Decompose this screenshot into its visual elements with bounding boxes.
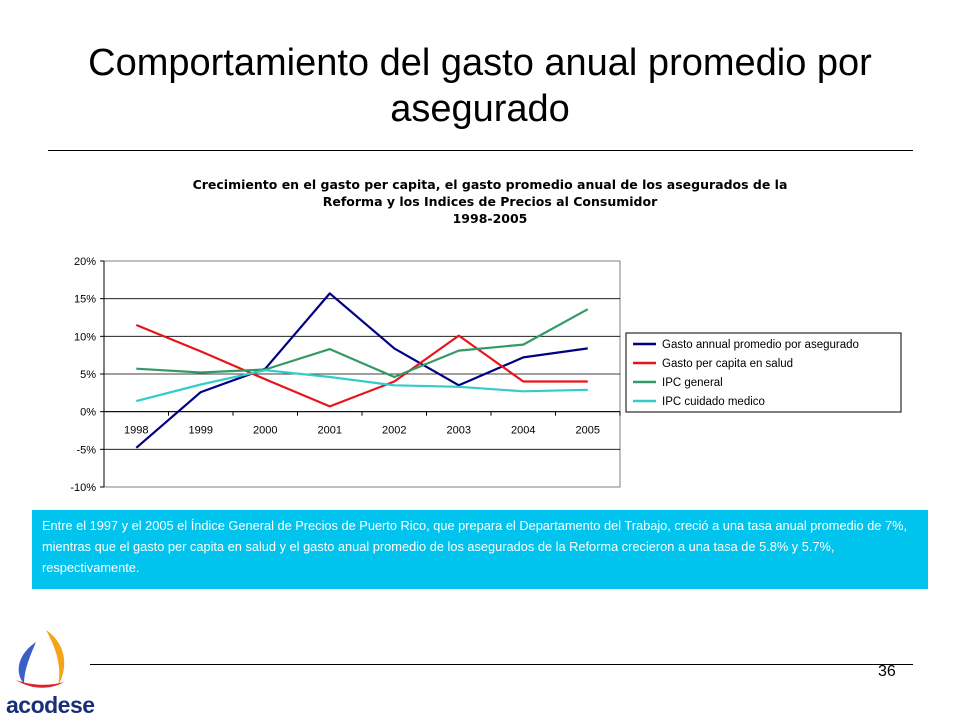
note-text: Entre el 1997 y el 2005 el Índice Genera… (42, 518, 908, 575)
series-line-2 (135, 323, 588, 408)
x-tick-label: 2002 (382, 425, 406, 437)
x-tick-label: 2000 (253, 425, 277, 437)
title-divider (48, 150, 913, 151)
y-tick-label: 0% (80, 407, 96, 419)
legend-box (625, 332, 902, 413)
legend-label-1: Gasto annual promedio por asegurado (662, 339, 859, 351)
chart-title-line-3: 1998-2005 (452, 211, 528, 226)
y-tick-label: -10% (70, 482, 96, 494)
y-tick-label: 15% (74, 294, 96, 306)
note-box: Entre el 1997 y el 2005 el Índice Genera… (32, 510, 928, 589)
slide-title: Comportamiento del gasto anual promedio … (88, 42, 872, 130)
logo-text: acodese (6, 692, 95, 718)
x-tick-label: 2001 (318, 425, 342, 437)
x-tick-label: 1999 (189, 425, 213, 437)
chart-title-line-1: Crecimiento en el gasto per capita, el g… (192, 177, 788, 192)
legend-label-2: Gasto per capita en salud (662, 358, 793, 370)
y-tick-label: -5% (76, 444, 96, 456)
y-tick-label: 5% (80, 369, 96, 381)
series-line-4 (136, 369, 588, 403)
x-tick-label: 2003 (447, 425, 471, 437)
chart-title-line-2: Reforma y los Indices de Precios al Cons… (322, 194, 658, 209)
x-tick-label: 2004 (511, 425, 535, 437)
x-tick-label: 1998 (124, 425, 148, 437)
footer-divider (90, 664, 913, 665)
y-tick-label: 20% (74, 256, 96, 268)
series-line-3 (136, 308, 589, 379)
chart-title: Crecimiento en el gasto per capita, el g… (150, 176, 830, 227)
page-number: 36 (878, 663, 896, 680)
legend-label-3: IPC general (662, 377, 723, 389)
acodese-logo-icon (16, 630, 65, 688)
x-tick-label: 2005 (576, 425, 600, 437)
y-tick-label: 10% (74, 331, 96, 343)
series-line-1 (135, 292, 588, 449)
legend-label-4: IPC cuidado medico (662, 396, 765, 408)
